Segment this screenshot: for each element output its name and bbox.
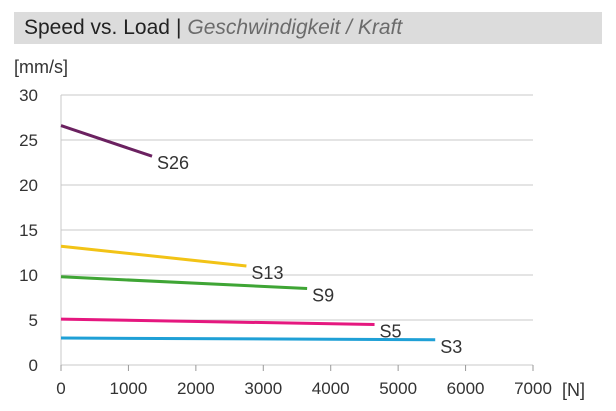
chart-title-bar: Speed vs. Load | Geschwindigkeit / Kraft: [14, 12, 602, 44]
y-tick-label-20: 20: [19, 176, 38, 195]
series-label-s26: S26: [157, 153, 189, 173]
series-line-s3: [60, 336, 436, 342]
series-label-s5: S5: [380, 322, 402, 342]
x-tick-label-1000: 1000: [110, 379, 148, 398]
x-tick-label-3000: 3000: [244, 379, 282, 398]
y-tick-label-15: 15: [19, 221, 38, 240]
y-tick-label-10: 10: [19, 266, 38, 285]
x-tick-label-2000: 2000: [177, 379, 215, 398]
x-tick-label-6000: 6000: [447, 379, 485, 398]
y-tick-label-30: 30: [19, 86, 38, 105]
series-label-s3: S3: [440, 337, 462, 357]
y-tick-label-25: 25: [19, 131, 38, 150]
series-label-s13: S13: [251, 263, 283, 283]
chart-title: Speed vs. Load: [24, 16, 170, 39]
y-tick-label-0: 0: [29, 356, 38, 375]
series-line-s26: [60, 124, 153, 158]
y-axis-label: [mm/s]: [14, 57, 68, 77]
y-tick-label-5: 5: [29, 311, 38, 330]
x-tick-label-0: 0: [56, 379, 65, 398]
series-line-s5: [60, 317, 375, 326]
x-tick-label-4000: 4000: [312, 379, 350, 398]
chart-subtitle: Geschwindigkeit / Kraft: [187, 16, 403, 39]
x-axis-label: [N]: [562, 380, 586, 400]
series-line-s13: [60, 244, 247, 268]
title-separator: |: [175, 16, 182, 39]
series-line-s9: [60, 275, 308, 290]
x-tick-label-7000: 7000: [514, 379, 552, 398]
series-label-s9: S9: [312, 286, 334, 306]
x-tick-label-5000: 5000: [379, 379, 417, 398]
